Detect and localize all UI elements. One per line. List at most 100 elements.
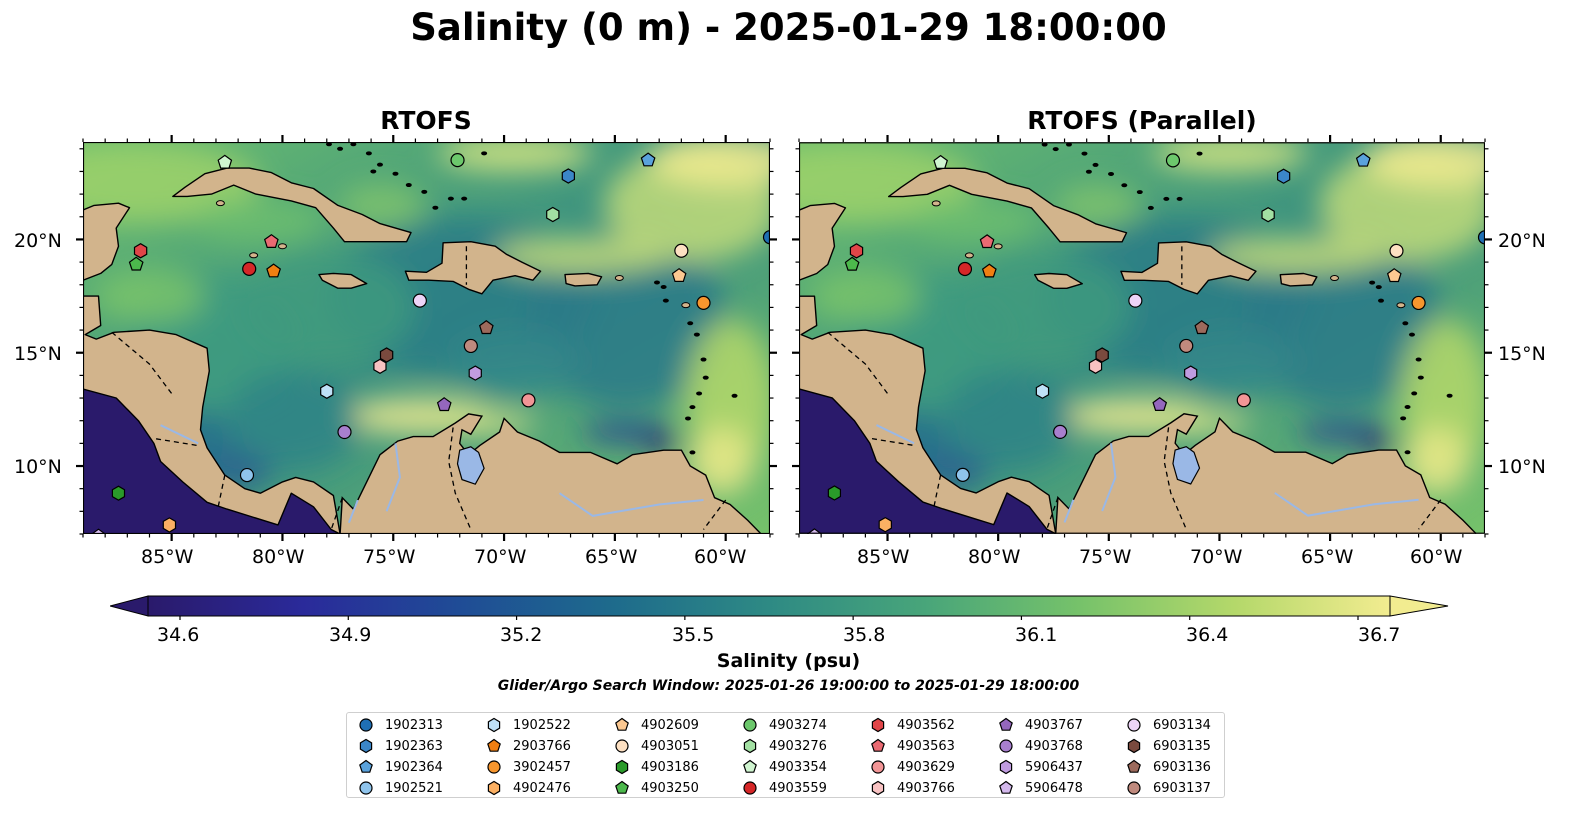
legend-label: 1902313 — [385, 717, 443, 733]
observation-marker-4903250 — [844, 256, 860, 271]
island — [447, 196, 454, 201]
legend-label: 4903186 — [641, 759, 699, 775]
island — [1375, 285, 1382, 290]
island — [277, 243, 287, 250]
lon-tick-label: 75°W — [363, 546, 416, 568]
panel-title-rtofs-parallel: RTOFS (Parallel) — [1027, 106, 1257, 135]
legend-label: 4903562 — [897, 717, 955, 733]
country-border — [827, 331, 888, 394]
island — [1121, 183, 1128, 188]
observation-marker-4903276 — [546, 206, 560, 223]
observation-marker-5906437 — [468, 365, 482, 381]
island — [1369, 280, 1376, 285]
legend-marker-shape — [871, 760, 885, 774]
legend-label: 1902521 — [385, 780, 443, 796]
legend: 1902313 1902363 1902364 1902521 1902522 29037… — [346, 712, 1225, 798]
legend-marker-circle — [743, 781, 757, 795]
island — [931, 200, 941, 207]
observation-marker-4903559 — [242, 261, 257, 276]
country-border — [111, 331, 173, 394]
search-window-caption: Glider/Argo Search Window: 2025-01-26 19… — [497, 678, 1080, 694]
map-frame — [83, 142, 770, 534]
legend-label: 4903766 — [897, 780, 955, 796]
island — [432, 205, 439, 210]
legend-entry: 6903135 — [1123, 736, 1211, 756]
observation-marker-1902363 — [561, 168, 575, 184]
island — [1408, 332, 1415, 337]
lake-maracaibo — [456, 446, 485, 485]
island — [1147, 205, 1154, 210]
legend-marker-hexagon — [1127, 738, 1141, 754]
legend-label: 4903274 — [769, 717, 827, 733]
legend-marker-pentagon — [999, 717, 1013, 731]
legend-label: 4903051 — [641, 738, 699, 754]
land-yucatan — [799, 202, 847, 281]
main-title: Salinity (0 m) - 2025-01-29 18:00:00 — [410, 6, 1167, 49]
island — [1196, 151, 1203, 156]
land-central-america — [799, 295, 1057, 534]
legend-marker-pentagon — [359, 759, 373, 773]
panel-title-rtofs: RTOFS — [380, 106, 472, 135]
observation-marker-4903186 — [827, 485, 842, 501]
island — [1176, 196, 1183, 201]
legend-marker-hexagon — [743, 738, 757, 754]
river — [385, 443, 401, 512]
legend-marker-circle — [871, 760, 885, 774]
legend-marker-circle — [1127, 718, 1141, 732]
observation-marker-6903135 — [379, 347, 394, 363]
observation-marker-1902364 — [640, 152, 656, 167]
observation-marker-4903562 — [849, 243, 864, 259]
river — [1063, 499, 1075, 523]
river — [160, 424, 199, 445]
island — [405, 183, 412, 188]
country-border — [702, 499, 727, 530]
legend-entry: 5906437 — [995, 757, 1083, 777]
colorbar-tick-label: 36.4 — [1186, 624, 1229, 646]
colorbar-extend-high — [1389, 595, 1449, 617]
observation-marker-1902521 — [239, 467, 255, 483]
island — [1404, 405, 1411, 410]
legend-marker-pentagon — [615, 780, 629, 794]
legend-marker-shape — [999, 780, 1013, 794]
observation-marker-4903563 — [979, 234, 995, 249]
legend-entry: 4903768 — [995, 736, 1083, 756]
pacific-ocean — [83, 389, 341, 534]
south-america-coastline — [1055, 413, 1477, 534]
colorbar-tick-label: 34.9 — [329, 624, 372, 646]
observation-marker-3902457 — [696, 295, 711, 310]
colorbar-tick-label: 35.5 — [672, 624, 715, 646]
legend-marker-shape — [1127, 718, 1141, 732]
island — [481, 151, 488, 156]
legend-marker-shape — [487, 780, 501, 796]
legend-label: 3902457 — [513, 759, 571, 775]
legend-marker-circle — [487, 760, 501, 774]
island — [249, 252, 259, 259]
lon-tick-label: 70°W — [1190, 546, 1243, 568]
lat-tick-label: 20°N — [14, 230, 62, 252]
legend-marker-shape — [871, 717, 885, 733]
colorbar-label: Salinity (psu) — [716, 650, 861, 672]
legend-entry: 3902457 — [483, 757, 571, 777]
island — [687, 321, 694, 326]
land-puerto-rico — [1279, 272, 1318, 287]
island — [1396, 302, 1406, 309]
legend-marker-hexagon — [615, 759, 629, 775]
island — [325, 142, 332, 147]
legend-entry: 4903276 — [739, 736, 827, 756]
island — [1402, 321, 1409, 326]
observation-marker-2903766 — [266, 263, 282, 278]
legend-entry: 4903559 — [739, 778, 827, 798]
colorbar-tick-label: 35.2 — [500, 624, 543, 646]
island — [693, 332, 700, 337]
legend-marker-shape — [359, 759, 373, 773]
legend-marker-pentagon — [999, 780, 1013, 794]
land-yucatan — [83, 202, 131, 281]
observation-marker-4903354 — [217, 154, 233, 169]
south-america-coastline — [339, 413, 762, 534]
island — [1081, 151, 1088, 156]
lake-maracaibo — [1172, 445, 1201, 485]
legend-label: 6903135 — [1153, 738, 1211, 754]
legend-marker-shape — [359, 781, 373, 795]
land-central-america — [83, 295, 341, 534]
observation-marker-4903274 — [450, 153, 465, 168]
